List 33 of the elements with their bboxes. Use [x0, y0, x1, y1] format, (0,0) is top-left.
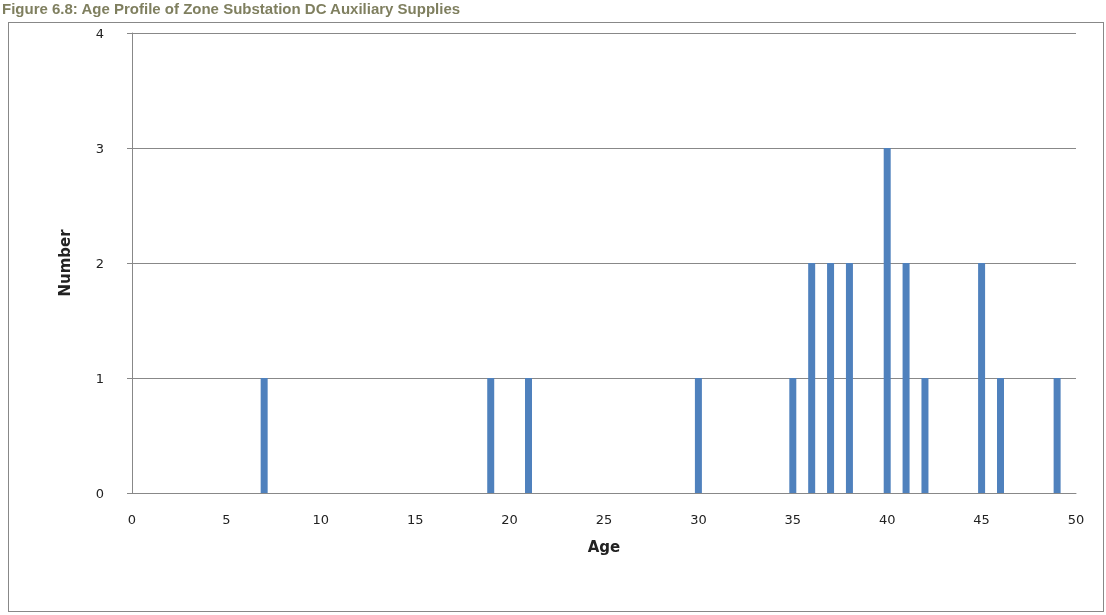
y-tick-label: 3 [95, 140, 104, 156]
bar [694, 378, 702, 493]
bar [921, 378, 929, 493]
bar [827, 263, 835, 493]
bar [978, 263, 986, 493]
chart-title: Figure 6.8: Age Profile of Zone Substation DC Auxiliary Supplies [2, 0, 461, 17]
x-tick-label: 20 [501, 512, 518, 527]
x-tick-label: 5 [222, 512, 231, 527]
x-tick-label: 15 [406, 512, 424, 527]
bar [808, 263, 816, 493]
bar [1053, 378, 1061, 493]
x-tick-label: 45 [973, 512, 990, 527]
bar [524, 378, 532, 493]
x-tick-label: 50 [1067, 512, 1085, 527]
bar [996, 378, 1004, 493]
bar [883, 148, 891, 493]
x-tick-label: 40 [878, 512, 896, 527]
bar [487, 378, 495, 493]
bar [902, 263, 910, 493]
x-tick-label: 0 [127, 512, 137, 527]
y-tick-label: 4 [95, 25, 104, 41]
y-axis-title: Number [55, 228, 74, 297]
x-tick-label: 25 [595, 512, 613, 527]
bar [845, 263, 853, 493]
y-tick-label: 0 [95, 485, 104, 501]
y-tick-label: 2 [95, 255, 104, 271]
y-tick-label: 1 [95, 370, 104, 386]
x-tick-label: 10 [312, 512, 330, 527]
bar [789, 378, 797, 493]
bar [260, 378, 268, 493]
x-axis-title: Age [587, 537, 621, 556]
x-tick-label: 30 [690, 512, 707, 527]
x-tick-label: 35 [784, 512, 802, 527]
